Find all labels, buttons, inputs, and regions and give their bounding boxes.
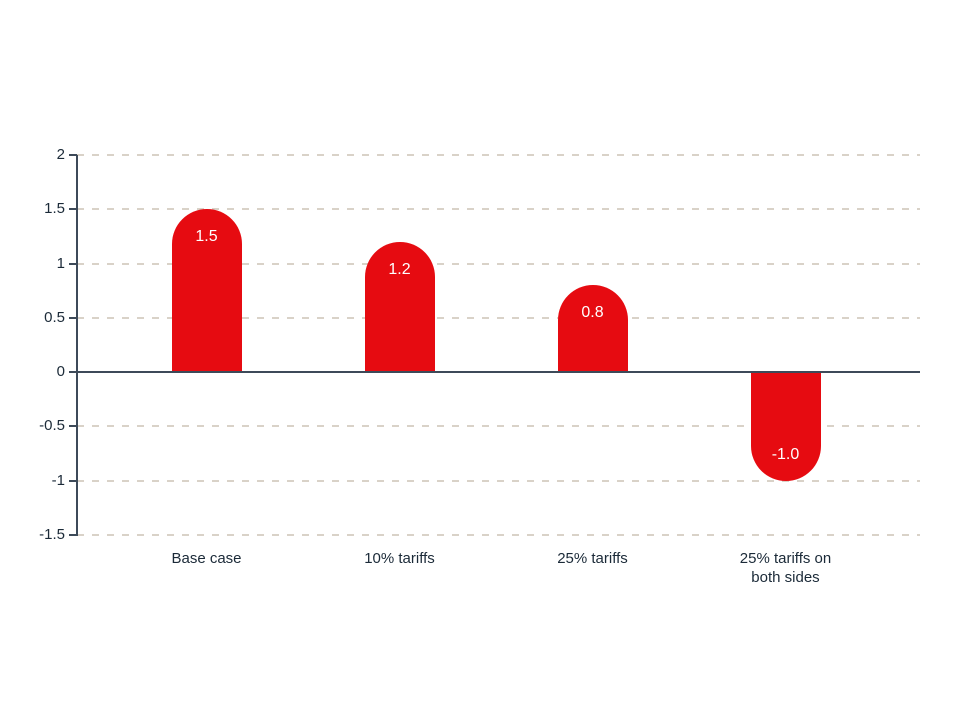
y-axis-tick (69, 479, 77, 482)
y-axis-tick (69, 316, 77, 319)
bar-value-label: -1.0 (771, 445, 800, 463)
gridline (77, 208, 920, 211)
x-axis-zero-line (75, 371, 920, 373)
y-tick-label: 1 (56, 254, 65, 272)
bar (171, 209, 242, 372)
bar-value-label: 1.2 (388, 260, 411, 278)
x-axis-category-label: 10% tariffs (364, 550, 435, 567)
x-axis-category-label: Base case (171, 550, 242, 567)
y-tick-label: 0 (56, 363, 65, 380)
bar (750, 372, 821, 481)
y-tick-label: -0.5 (39, 417, 65, 435)
y-axis-tick (69, 371, 77, 373)
gridline (77, 316, 920, 319)
y-axis-tick (69, 208, 77, 211)
x-axis-category-label: 25% tariffs (557, 550, 628, 567)
bar (364, 241, 435, 372)
gridline (77, 425, 920, 428)
y-axis-tick (69, 533, 77, 536)
gridline (77, 479, 920, 482)
gridline (77, 533, 920, 536)
y-axis-tick (69, 154, 77, 156)
y-tick-label: 0.5 (44, 308, 65, 326)
gridline (77, 154, 920, 156)
bar-value-label: 1.5 (195, 228, 218, 246)
y-axis-tick (69, 425, 77, 428)
y-tick-label: -1 (51, 471, 65, 489)
gridline (77, 262, 920, 265)
y-axis-line (76, 155, 78, 536)
y-axis-tick (69, 262, 77, 265)
y-tick-label: 2 (56, 146, 65, 163)
y-tick-label: 1.5 (44, 200, 65, 218)
bar (557, 285, 628, 372)
bar-value-label: 0.8 (581, 304, 604, 322)
y-tick-label: -1.5 (39, 525, 65, 543)
x-axis-category-label: 25% tariffs on both sides (739, 550, 832, 586)
